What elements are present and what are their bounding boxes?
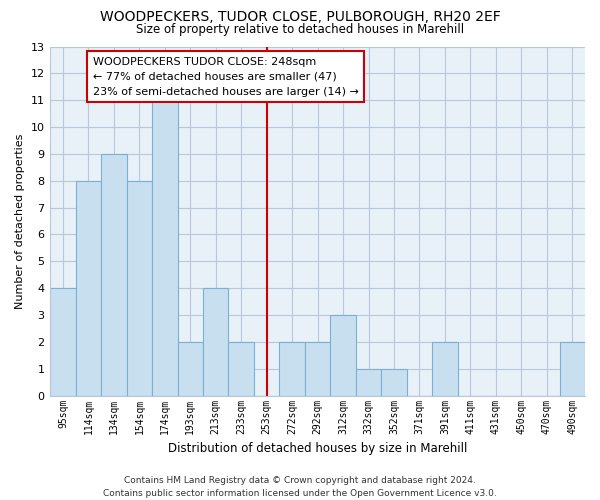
X-axis label: Distribution of detached houses by size in Marehill: Distribution of detached houses by size … bbox=[168, 442, 467, 455]
Bar bbox=[152, 100, 178, 396]
Bar bbox=[560, 342, 585, 396]
Bar bbox=[229, 342, 254, 396]
Bar bbox=[381, 369, 407, 396]
Y-axis label: Number of detached properties: Number of detached properties bbox=[15, 134, 25, 309]
Bar bbox=[76, 181, 101, 396]
Bar bbox=[331, 315, 356, 396]
Text: WOODPECKERS TUDOR CLOSE: 248sqm
← 77% of detached houses are smaller (47)
23% of: WOODPECKERS TUDOR CLOSE: 248sqm ← 77% of… bbox=[93, 57, 359, 96]
Text: Size of property relative to detached houses in Marehill: Size of property relative to detached ho… bbox=[136, 22, 464, 36]
Text: Contains HM Land Registry data © Crown copyright and database right 2024.
Contai: Contains HM Land Registry data © Crown c… bbox=[103, 476, 497, 498]
Bar bbox=[356, 369, 381, 396]
Bar bbox=[101, 154, 127, 396]
Bar bbox=[432, 342, 458, 396]
Bar bbox=[280, 342, 305, 396]
Bar bbox=[178, 342, 203, 396]
Text: WOODPECKERS, TUDOR CLOSE, PULBOROUGH, RH20 2EF: WOODPECKERS, TUDOR CLOSE, PULBOROUGH, RH… bbox=[100, 10, 500, 24]
Bar bbox=[50, 288, 76, 396]
Bar bbox=[127, 181, 152, 396]
Bar bbox=[203, 288, 229, 396]
Bar bbox=[305, 342, 331, 396]
